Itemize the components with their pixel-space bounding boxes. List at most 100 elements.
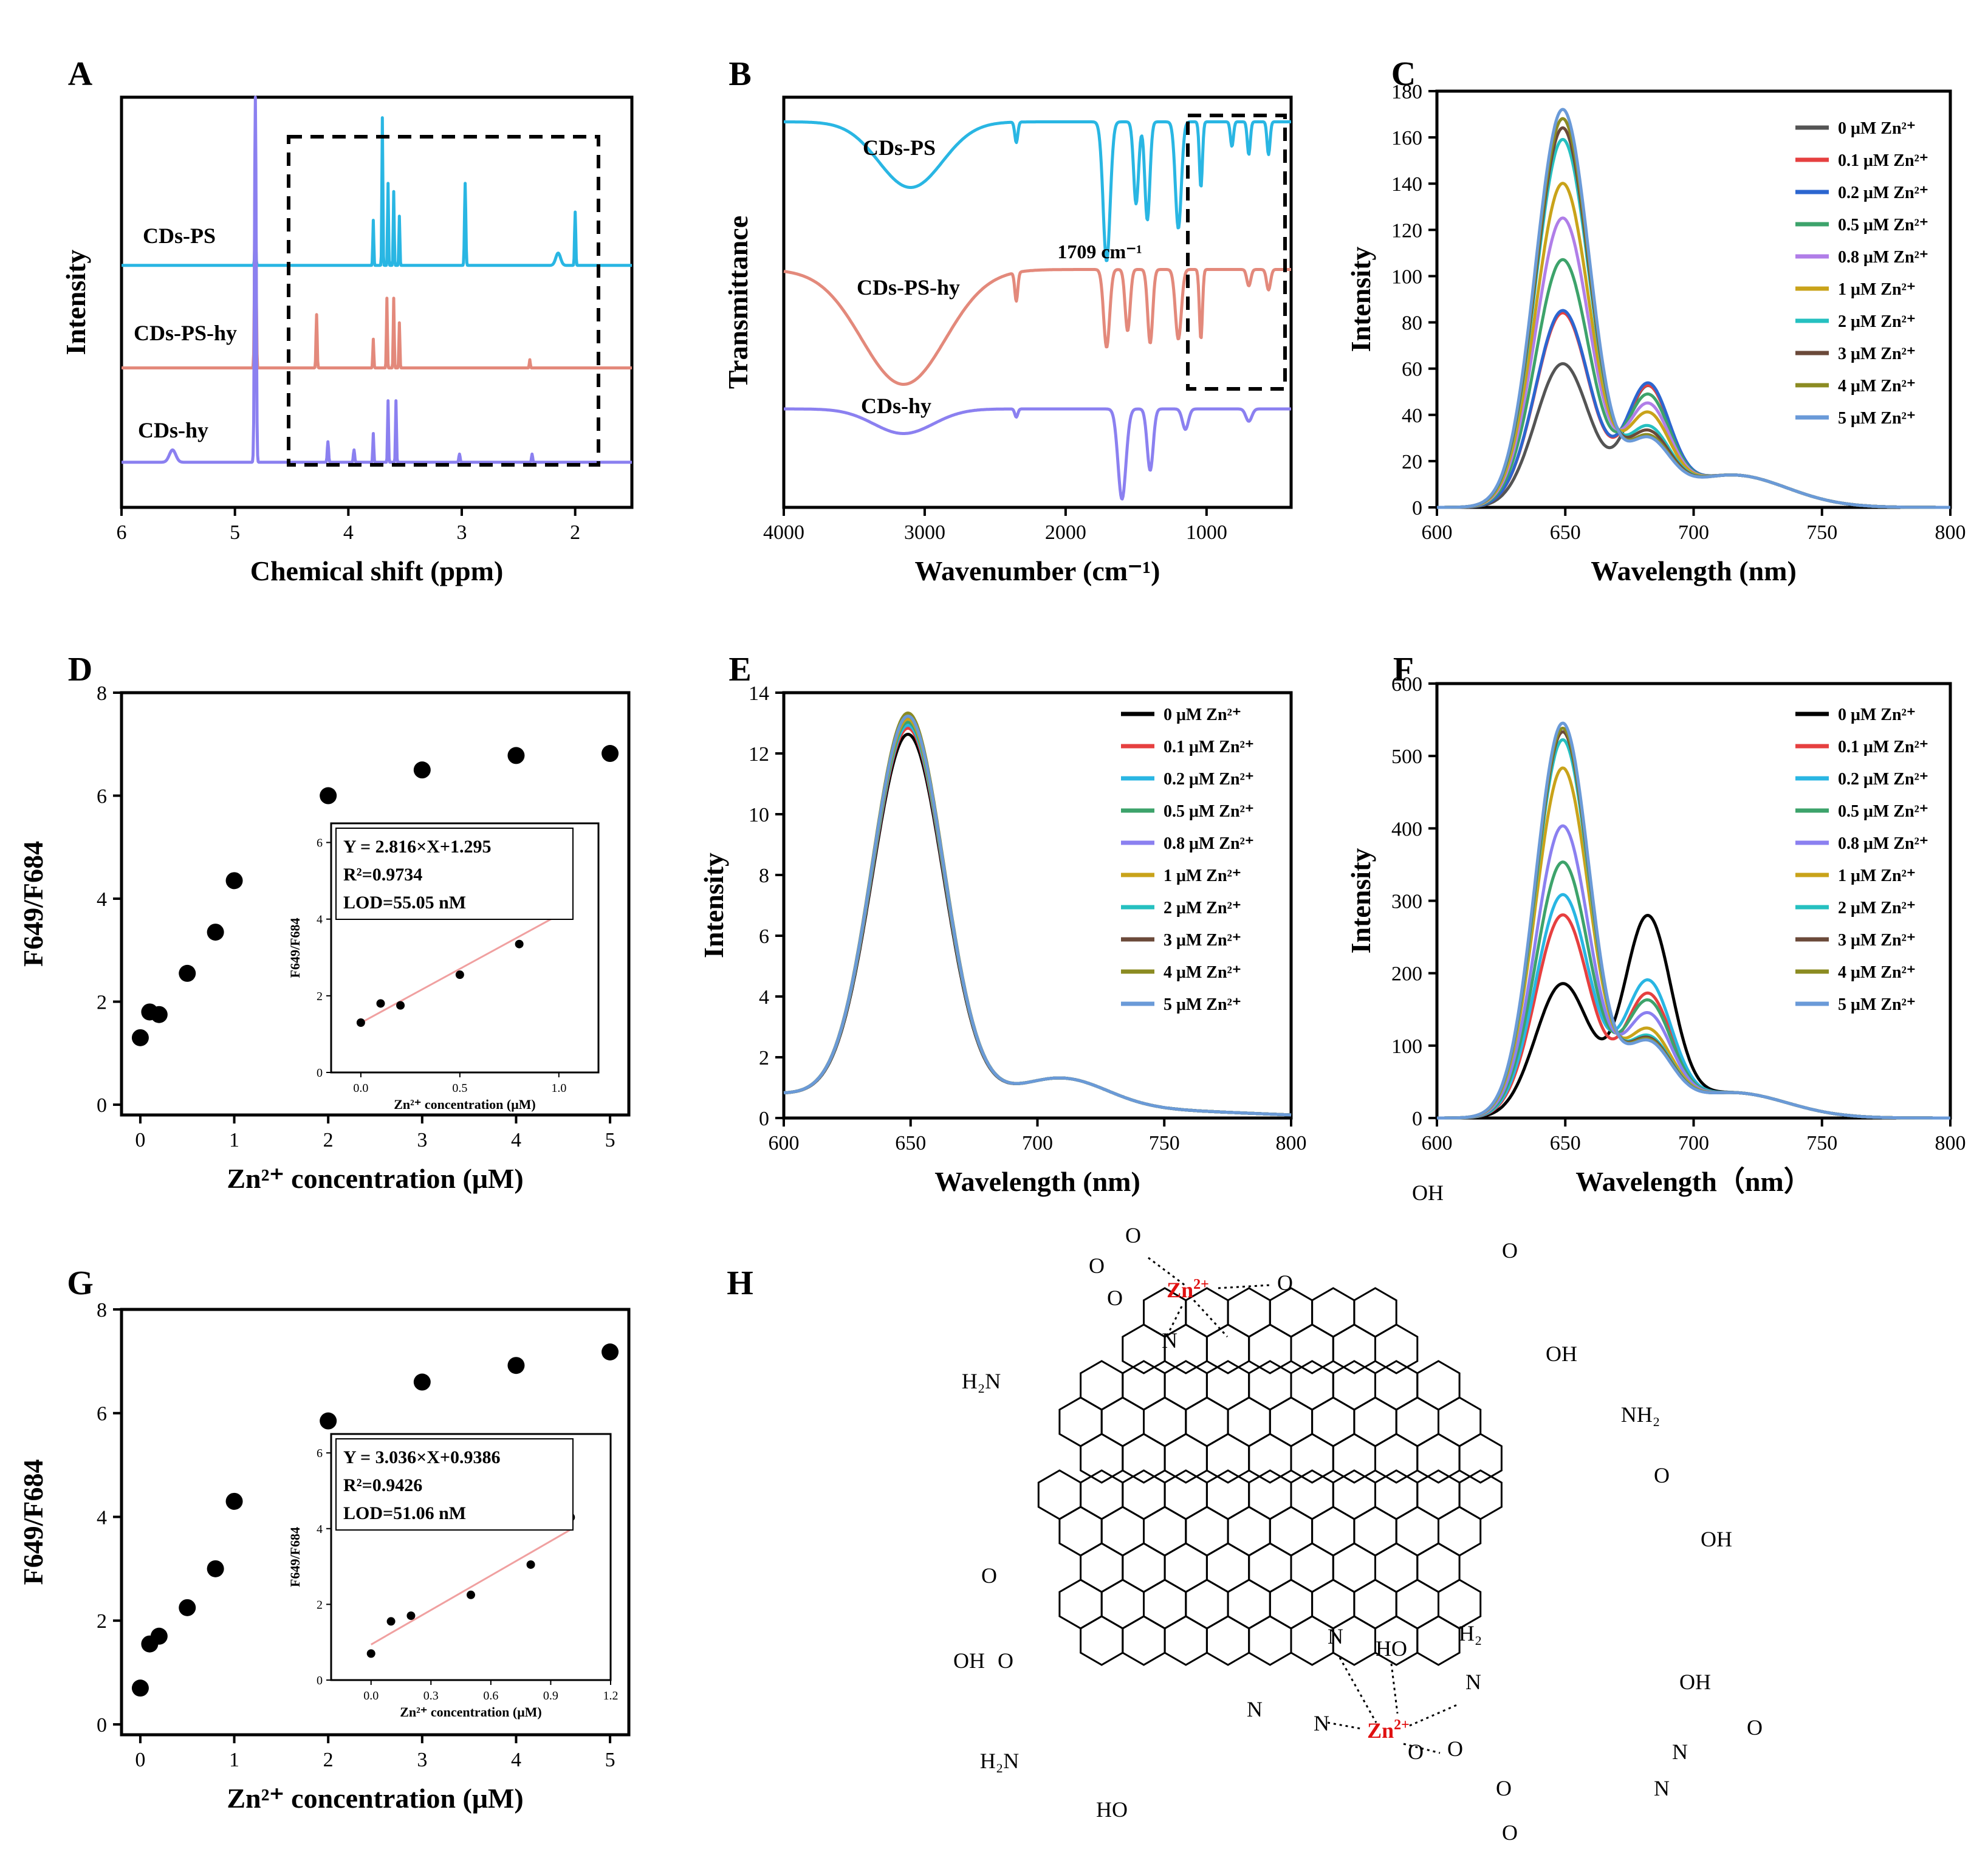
legend-entry: 3 μM Zn²⁺: [1838, 931, 1916, 950]
aromatic-ring: [1205, 1542, 1250, 1593]
data-point: [413, 761, 431, 779]
inset-x-tick-label: 0.3: [423, 1689, 439, 1703]
atom-label: NH₂: [1621, 1402, 1661, 1427]
inset-y-tick-label: 4: [317, 913, 323, 927]
aromatic-ring: [1269, 1506, 1314, 1557]
inset-y-tick-label: 4: [317, 1523, 323, 1536]
data-point: [131, 1679, 149, 1697]
panel-label-c: C: [1391, 55, 1416, 93]
y-tick-label: 8: [97, 682, 107, 705]
atom-label: O: [1089, 1254, 1105, 1278]
inset-x-tick-label: 0.5: [452, 1082, 467, 1095]
plot-frame: [782, 95, 1293, 509]
inset-data-point: [376, 999, 385, 1008]
y-tick-label: 8: [97, 1299, 107, 1322]
aromatic-ring: [1227, 1287, 1271, 1338]
legend-entry: 0.2 μM Zn²⁺: [1838, 770, 1928, 789]
aromatic-ring: [1374, 1542, 1419, 1593]
x-tick-label: 750: [1806, 521, 1837, 544]
y-tick-label: 4: [759, 986, 769, 1009]
atom-label: O: [1654, 1463, 1670, 1487]
plot-frame: [120, 691, 631, 1117]
aromatic-ring: [1416, 1615, 1461, 1666]
inset-x-tick-label: 0.6: [483, 1689, 498, 1703]
atom-label: N: [1465, 1670, 1481, 1694]
spectrum-line: [783, 733, 1292, 1117]
y-tick-label: 0: [759, 1108, 769, 1130]
fit-r2: R²=0.9734: [343, 865, 422, 885]
y-tick-label: 120: [1391, 219, 1422, 242]
x-tick-label: 2: [323, 1129, 334, 1151]
inset-data-point: [386, 1617, 396, 1626]
inset-y-tick-label: 0: [317, 1066, 323, 1080]
aromatic-ring: [1290, 1469, 1334, 1520]
aromatic-ring: [1458, 1433, 1503, 1484]
aromatic-ring: [1185, 1579, 1229, 1630]
data-point: [507, 1357, 525, 1374]
aromatic-ring: [1374, 1360, 1419, 1411]
aromatic-ring: [1311, 1579, 1356, 1630]
aromatic-ring: [1248, 1469, 1292, 1520]
panel-label-e: E: [728, 651, 751, 688]
fit-equation: Y = 3.036×X+0.9386: [343, 1447, 501, 1467]
y-tick-label: 0: [1412, 497, 1422, 520]
aromatic-ring: [1122, 1542, 1166, 1593]
y-axis-label: Transmittance: [722, 216, 753, 389]
aromatic-ring: [1122, 1615, 1166, 1666]
atom-label: OH: [1701, 1527, 1732, 1551]
aromatic-ring: [1269, 1396, 1314, 1447]
aromatic-ring: [1332, 1433, 1376, 1484]
aromatic-ring: [1332, 1542, 1376, 1593]
coordination-bond: [1338, 1657, 1377, 1723]
data-point: [207, 924, 224, 941]
y-tick-label: 12: [749, 743, 769, 766]
x-tick-label: 800: [1276, 1132, 1307, 1154]
panel-d: 0 1 2 3 4 5 0 2 4 6 8 Zn²⁺ concentration (μM) F649/F…: [18, 682, 631, 1194]
x-tick-label: 700: [1678, 1132, 1709, 1154]
aromatic-ring: [1122, 1360, 1166, 1411]
x-tick-label: 1: [229, 1749, 239, 1771]
aromatic-ring: [1122, 1433, 1166, 1484]
aromatic-ring: [1143, 1396, 1187, 1447]
x-tick-label: 2: [570, 521, 580, 544]
data-point: [150, 1006, 168, 1023]
fit-lod: LOD=51.06 nM: [343, 1503, 466, 1523]
panel-g: 0 1 2 3 4 5 0 2 4 6 8 Zn²⁺ concentration (μM) F649/F…: [18, 1299, 631, 1814]
aromatic-ring: [1164, 1433, 1208, 1484]
x-tick-label: 0: [135, 1129, 145, 1151]
x-tick-label: 3: [417, 1749, 427, 1771]
legend-entry: 3 μM Zn²⁺: [1164, 931, 1241, 950]
atom-label: O: [998, 1648, 1013, 1673]
y-tick-label: 80: [1402, 312, 1422, 335]
atom-label: N: [1654, 1776, 1670, 1800]
x-tick-label: 700: [1022, 1132, 1053, 1154]
data-point: [320, 1412, 337, 1430]
coordination-bond: [1409, 1703, 1459, 1727]
data-point: [150, 1627, 168, 1645]
legend-entry: 0.8 μM Zn²⁺: [1164, 834, 1254, 853]
fit-r2: R²=0.9426: [343, 1475, 422, 1495]
inset-plot: 0.0 0.5 1.0 0 2 4 6 Zn²⁺ concentration (μM) F649…: [287, 822, 600, 1112]
panel-label-g: G: [67, 1264, 94, 1302]
aromatic-ring: [1080, 1542, 1124, 1593]
x-tick-label: 800: [1935, 1132, 1966, 1154]
atom-label: O: [1447, 1737, 1463, 1761]
highlight-box: [287, 135, 600, 467]
x-tick-label: 700: [1678, 521, 1709, 544]
legend-entry: 0.1 μM Zn²⁺: [1838, 151, 1928, 170]
x-axis-label: Chemical shift (ppm): [250, 555, 504, 586]
data-point: [602, 1343, 619, 1360]
inset-x-tick-label: 1.2: [603, 1689, 619, 1703]
equation-box: [335, 828, 574, 920]
aromatic-ring: [1269, 1287, 1314, 1338]
aromatic-ring: [1290, 1615, 1334, 1666]
aromatic-ring: [1290, 1360, 1334, 1411]
aromatic-ring: [1205, 1615, 1250, 1666]
aromatic-ring: [1248, 1323, 1292, 1374]
inset-data-point: [406, 1611, 416, 1621]
y-tick-label: 2: [759, 1047, 769, 1069]
atom-label: N: [1162, 1328, 1177, 1353]
x-tick-label: 4: [343, 521, 354, 544]
x-tick-label: 600: [1422, 1132, 1453, 1154]
